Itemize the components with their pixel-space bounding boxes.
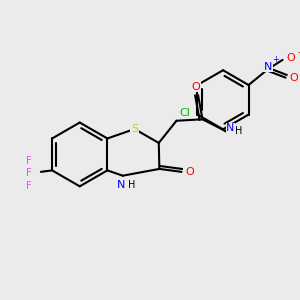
Text: -: - [298, 47, 300, 58]
Text: F: F [26, 168, 32, 178]
Text: O: O [185, 167, 194, 177]
Text: N: N [117, 180, 125, 190]
Text: O: O [286, 52, 295, 62]
Text: H: H [236, 126, 243, 136]
Text: F: F [26, 156, 32, 166]
Text: N: N [264, 62, 272, 72]
Text: N: N [226, 123, 234, 133]
Text: O: O [290, 73, 298, 82]
Text: +: + [272, 56, 279, 64]
Text: F: F [26, 181, 32, 191]
Text: O: O [191, 82, 200, 92]
Text: H: H [128, 180, 135, 190]
Text: S: S [131, 124, 138, 134]
Text: Cl: Cl [180, 108, 190, 118]
